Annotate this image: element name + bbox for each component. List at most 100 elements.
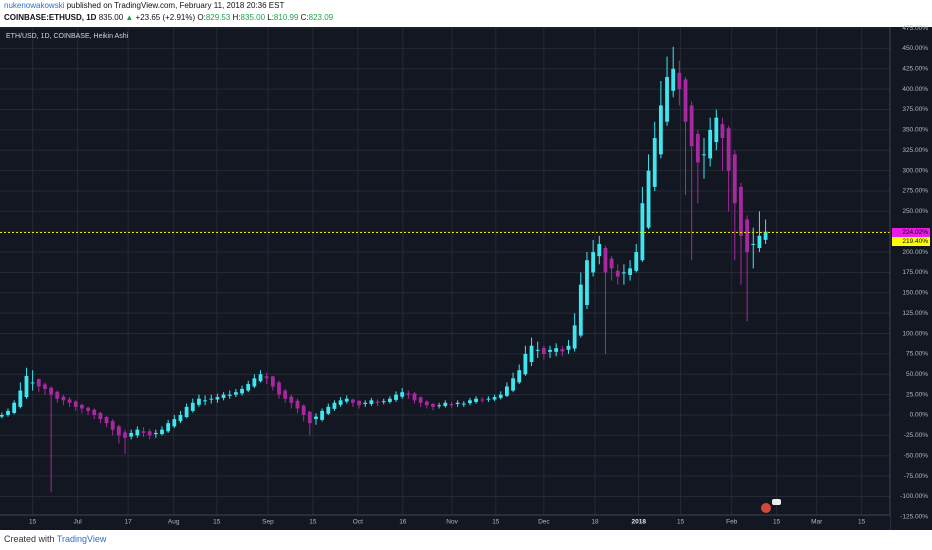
x-tick-label: 15 <box>858 519 866 526</box>
candle-body <box>344 398 349 402</box>
candle-body <box>474 398 479 402</box>
x-tick-label: Jul <box>73 519 82 526</box>
candle-body <box>166 423 171 432</box>
x-tick-label: Sep <box>262 519 274 526</box>
y-tick-label: 325.00% <box>902 147 928 154</box>
background <box>0 27 932 530</box>
candle-body <box>0 414 4 417</box>
candle-body <box>683 79 688 122</box>
candle-body <box>264 376 269 379</box>
candle-body <box>314 416 318 420</box>
candle-body <box>326 406 331 414</box>
candle-body <box>215 397 220 400</box>
candle-body <box>277 382 281 395</box>
candle-body <box>455 402 460 404</box>
candle-body <box>726 128 731 171</box>
candle-body <box>227 394 232 396</box>
candle-body <box>363 402 368 404</box>
candle-body <box>86 407 90 411</box>
ohlc-label: L: <box>267 13 274 22</box>
author[interactable]: nukenowakowski <box>4 1 65 10</box>
candle-body <box>449 403 454 406</box>
candle-body <box>739 186 743 236</box>
y-tick-label: 150.00% <box>902 290 928 297</box>
candle-body <box>320 410 325 420</box>
candle-body <box>652 138 657 187</box>
candle-body <box>24 375 29 398</box>
candle-body <box>443 402 448 407</box>
x-tick-label: 2018 <box>631 519 646 526</box>
candle-body <box>597 243 602 257</box>
candle-body <box>480 399 485 401</box>
y-tick-label: -100.00% <box>900 493 928 500</box>
candle-body <box>628 268 632 275</box>
candle-body <box>757 235 762 249</box>
candle-body <box>357 400 361 406</box>
candle-body <box>468 400 472 404</box>
y-tick-label: 350.00% <box>902 127 928 134</box>
candle-body <box>695 133 700 163</box>
candle-body <box>708 129 713 159</box>
published: published on TradingView.com, February 1… <box>66 1 285 10</box>
candle-body <box>104 417 109 424</box>
x-tick-label: Oct <box>353 519 363 526</box>
candle-body <box>92 409 97 415</box>
price-label: 219.40% <box>902 238 928 245</box>
y-tick-label: -125.00% <box>900 514 928 521</box>
candle-body <box>80 404 84 409</box>
y-tick-label: 175.00% <box>902 269 928 276</box>
candle-body <box>61 396 66 401</box>
x-tick-label: Nov <box>446 519 458 526</box>
candle-body <box>55 391 60 399</box>
y-tick-label: 25.00% <box>906 391 928 398</box>
last: 835.00 <box>98 13 124 22</box>
candle-body <box>141 431 146 433</box>
candle-body <box>634 252 639 271</box>
candle-body <box>665 76 669 122</box>
candle-body <box>461 403 466 405</box>
candle-body <box>751 243 756 245</box>
publish-line: nukenowakowski published on TradingView.… <box>4 0 333 12</box>
candle-body <box>763 231 768 240</box>
x-tick-label: 15 <box>309 519 317 526</box>
price-label-bg <box>892 228 930 238</box>
candle-body <box>572 325 577 349</box>
candle-body <box>270 376 275 387</box>
x-tick-label: 15 <box>677 519 685 526</box>
candle-body <box>160 429 164 435</box>
candle-body <box>116 426 121 436</box>
candle-body <box>387 398 392 402</box>
candle-body <box>221 394 226 398</box>
candle-body <box>714 117 719 143</box>
candle-body <box>498 394 503 398</box>
brand[interactable]: TradingView <box>56 534 107 544</box>
candle-body <box>98 412 103 420</box>
candle-body <box>603 248 608 273</box>
candle-body <box>591 252 596 273</box>
ohlc-label: O: <box>197 13 206 22</box>
candle-body <box>190 402 195 411</box>
candle-body <box>110 421 115 430</box>
y-tick-label: 200.00% <box>902 249 928 256</box>
candle-body <box>301 405 306 415</box>
candle-body <box>646 170 651 228</box>
ohlc-value: 835.00 <box>240 13 266 22</box>
header: nukenowakowski published on TradingView.… <box>4 0 333 24</box>
x-tick-label: 16 <box>399 519 407 526</box>
candle-body <box>49 387 54 395</box>
candle-body <box>6 410 10 415</box>
candle-body <box>184 406 189 418</box>
candle-body <box>73 401 78 407</box>
quote-line: COINBASE:ETHUSD, 1D 835.00 ▲ +23.65 (+2.… <box>4 12 333 24</box>
candle-body <box>523 353 528 375</box>
candle-body <box>258 374 263 382</box>
event-icon <box>761 499 781 513</box>
y-tick-label: 250.00% <box>902 208 928 215</box>
x-tick-label: Mar <box>811 519 823 526</box>
ohlc-value: 829.53 <box>205 13 231 22</box>
candle-body <box>486 398 491 400</box>
x-tick-label: Feb <box>726 519 738 526</box>
y-tick-label: 425.00% <box>902 66 928 73</box>
candle-body <box>18 390 23 407</box>
